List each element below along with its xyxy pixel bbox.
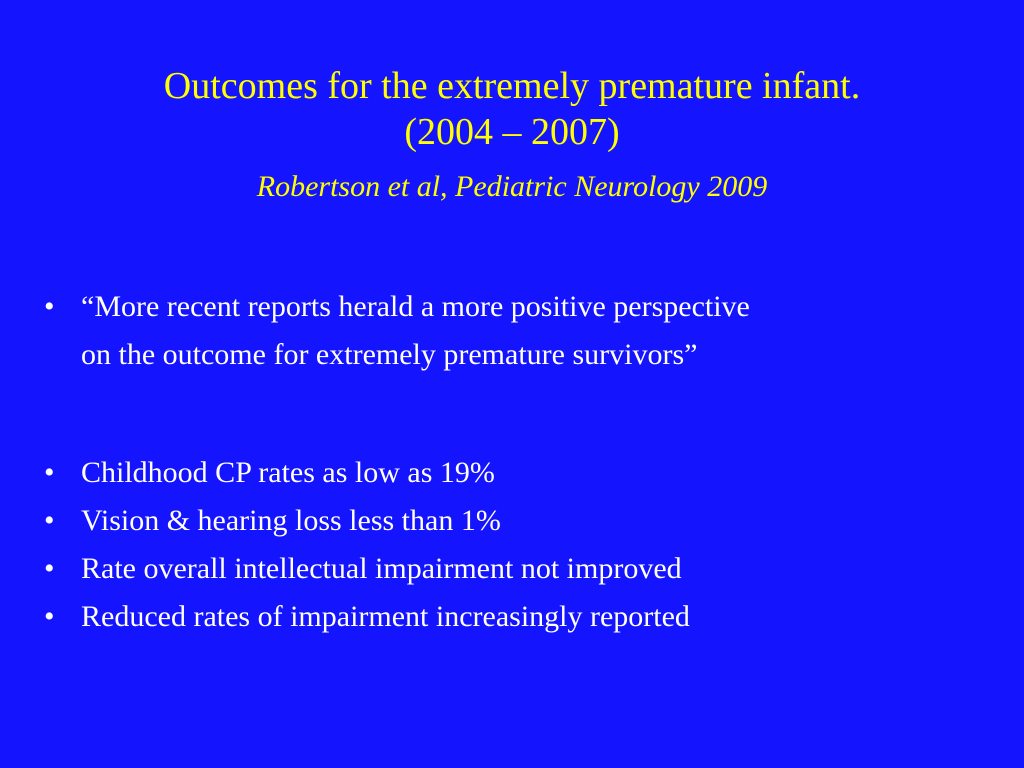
- bullet-text: Vision & hearing loss less than 1%: [81, 504, 501, 537]
- bullet-text: Childhood CP rates as low as 19%: [81, 456, 495, 489]
- bullet-text-line-2: on the outcome for extremely premature s…: [81, 338, 698, 371]
- bullet-item-cp-rates: • Childhood CP rates as low as 19%: [44, 449, 1004, 497]
- bullet-text: Rate overall intellectual impairment not…: [81, 552, 682, 585]
- bullet-dot-icon: •: [44, 290, 55, 323]
- bullet-spacer: [44, 379, 1004, 449]
- bullet-item-quote: • “More recent reports herald a more pos…: [44, 283, 1004, 379]
- bullet-text: Reduced rates of impairment increasingly…: [81, 600, 690, 633]
- bullet-dot-icon: •: [44, 600, 55, 633]
- bullet-dot-icon: •: [44, 456, 55, 489]
- title-block: Outcomes for the extremely premature inf…: [0, 63, 1024, 205]
- bullet-dot-icon: •: [44, 552, 55, 585]
- slide-subtitle-citation: Robertson et al, Pediatric Neurology 200…: [256, 170, 768, 203]
- bullet-text-line-1: “More recent reports herald a more posit…: [81, 290, 750, 323]
- bullet-item-vision-hearing: • Vision & hearing loss less than 1%: [44, 497, 1004, 545]
- bullet-list: • “More recent reports herald a more pos…: [44, 283, 1004, 641]
- bullet-item-reduced-rates: • Reduced rates of impairment increasing…: [44, 593, 1004, 641]
- slide-title-line-2: (2004 – 2007): [404, 111, 620, 153]
- bullet-item-intellectual-impairment: • Rate overall intellectual impairment n…: [44, 545, 1004, 593]
- slide-title-line-1: Outcomes for the extremely premature inf…: [163, 65, 861, 107]
- bullet-dot-icon: •: [44, 504, 55, 537]
